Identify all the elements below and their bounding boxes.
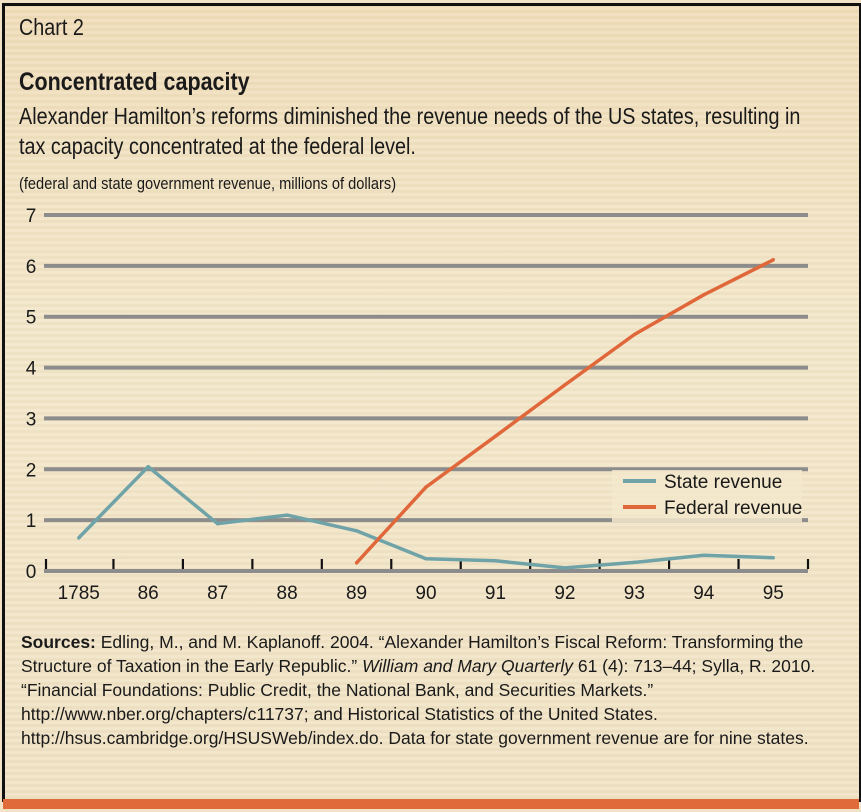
data-point — [146, 465, 150, 469]
chart-subtitle: Alexander Hamilton’s reforms diminished … — [19, 103, 801, 159]
data-point — [702, 293, 706, 297]
data-point — [771, 258, 775, 262]
y-tick-label: 1 — [26, 511, 37, 532]
chart-number: Chart 2 — [19, 14, 84, 40]
x-axis-tick-labels: 1785 86 87 88 89 90 91 92 93 94 95 — [58, 583, 784, 604]
x-tick-label: 91 — [485, 583, 506, 604]
y-tick-label: 0 — [26, 562, 37, 583]
data-point — [424, 485, 428, 489]
data-point — [632, 560, 637, 565]
x-tick-label: 89 — [346, 583, 367, 604]
y-tick-label: 2 — [26, 460, 37, 481]
x-tick-label: 93 — [624, 583, 645, 604]
data-point — [702, 553, 706, 557]
x-tick-label: 1785 — [58, 583, 100, 604]
sources-text-1: Edling, M., and M. Kaplanoff. 2004. “Ale… — [21, 632, 804, 676]
data-point — [354, 529, 359, 533]
data-point — [77, 536, 81, 540]
legend: State revenue Federal revenue — [612, 470, 802, 522]
x-tick-label: 90 — [415, 583, 436, 604]
x-tick-label: 86 — [138, 583, 159, 604]
sources-text-2: 61 (4): 713–44; Sylla, R. 2010. “Financi… — [21, 656, 816, 748]
data-point — [563, 383, 567, 387]
data-point — [632, 332, 637, 337]
x-tick-label: 92 — [554, 583, 575, 604]
chart-frame — [2, 3, 861, 802]
accent-bar — [3, 799, 859, 809]
y-tick-label: 4 — [26, 359, 37, 380]
data-point — [424, 557, 428, 561]
units-label: (federal and state government revenue, m… — [19, 174, 397, 193]
sources-journal: William and Mary Quarterly — [362, 656, 573, 676]
x-tick-label: 94 — [693, 583, 715, 604]
x-axis-ticks — [44, 559, 810, 569]
x-tick-label: 88 — [277, 583, 298, 604]
data-point — [215, 522, 220, 526]
y-axis-tick-labels: 0 1 2 3 4 5 6 7 — [26, 206, 37, 583]
y-tick-label: 7 — [26, 206, 37, 227]
y-tick-label: 3 — [26, 409, 37, 430]
x-tick-label: 95 — [763, 583, 784, 604]
sources-note: Sources: Edling, M., and M. Kaplanoff. 2… — [21, 630, 841, 750]
sources-label: Sources: — [21, 632, 96, 652]
legend-box — [612, 470, 802, 522]
y-tick-label: 5 — [26, 308, 37, 329]
data-point — [563, 566, 567, 570]
legend-label: Federal revenue — [664, 498, 802, 519]
data-point — [354, 561, 359, 565]
x-tick-label: 87 — [207, 583, 228, 604]
gridlines — [44, 213, 808, 573]
data-point — [493, 559, 498, 563]
data-point — [771, 556, 775, 560]
series-lines — [77, 258, 775, 570]
y-tick-label: 6 — [26, 257, 37, 278]
data-point — [493, 434, 498, 438]
chart-title: Concentrated capacity — [19, 68, 250, 96]
legend-label: State revenue — [664, 472, 782, 493]
data-point — [285, 513, 289, 517]
